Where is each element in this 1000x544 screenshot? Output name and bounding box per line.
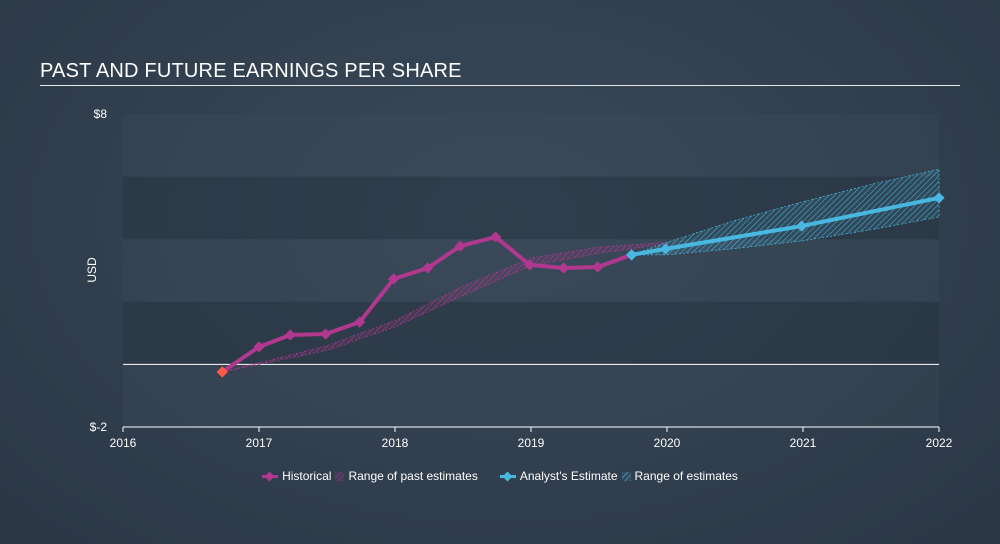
estimate-marker-icon [499,472,516,480]
historical-point [387,273,400,285]
range-of-estimates [631,168,940,256]
hatch-icon [621,471,631,481]
chart-title: PAST AND FUTURE EARNINGS PER SHARE [40,60,462,82]
historical-point [523,259,536,271]
title-divider [40,85,960,86]
estimate-point [625,249,638,261]
x-tick-label: 2016 [110,436,137,450]
estimate-point [795,220,808,232]
historical-point [454,240,466,252]
legend-historical[interactable]: Historical Range of past estimates [262,469,478,483]
x-tick-label: 2017 [246,436,273,450]
grid-band [123,301,939,365]
grid-band [123,364,939,427]
x-tick-label: 2018 [382,436,409,450]
historical-point [557,262,570,274]
historical-point [489,231,502,243]
legend-estimate[interactable]: Analyst's Estimate Range of estimates [499,469,738,483]
estimate-point [933,192,945,204]
legend-label: Range of past estimates [348,469,478,483]
legend: Historical Range of past estimates Analy… [0,469,1000,483]
legend-label: Analyst's Estimate [519,469,618,483]
legend-label: Range of estimates [634,469,738,483]
historical-point [353,316,366,328]
historical-point [319,328,332,340]
historical-point [253,341,265,353]
y-tick-bottom: $-2 [90,420,108,434]
grid-band [123,239,939,302]
historical-point [421,262,434,274]
historical-marker-icon [262,472,279,480]
estimate-point [659,243,672,255]
y-axis-label: USD [85,257,99,283]
hatch-icon [335,471,345,481]
estimate-line [631,195,940,257]
x-tick-label: 2021 [790,436,817,450]
historical-point [591,261,604,273]
legend-label: Historical [282,469,332,483]
historical-point [216,366,228,378]
x-tick-label: 2020 [654,436,681,450]
grid-band [123,114,939,177]
y-tick-top: $8 [94,107,108,121]
x-tick-label: 2019 [518,436,545,450]
historical-point [284,329,296,341]
x-tick-label: 2022 [926,436,953,450]
